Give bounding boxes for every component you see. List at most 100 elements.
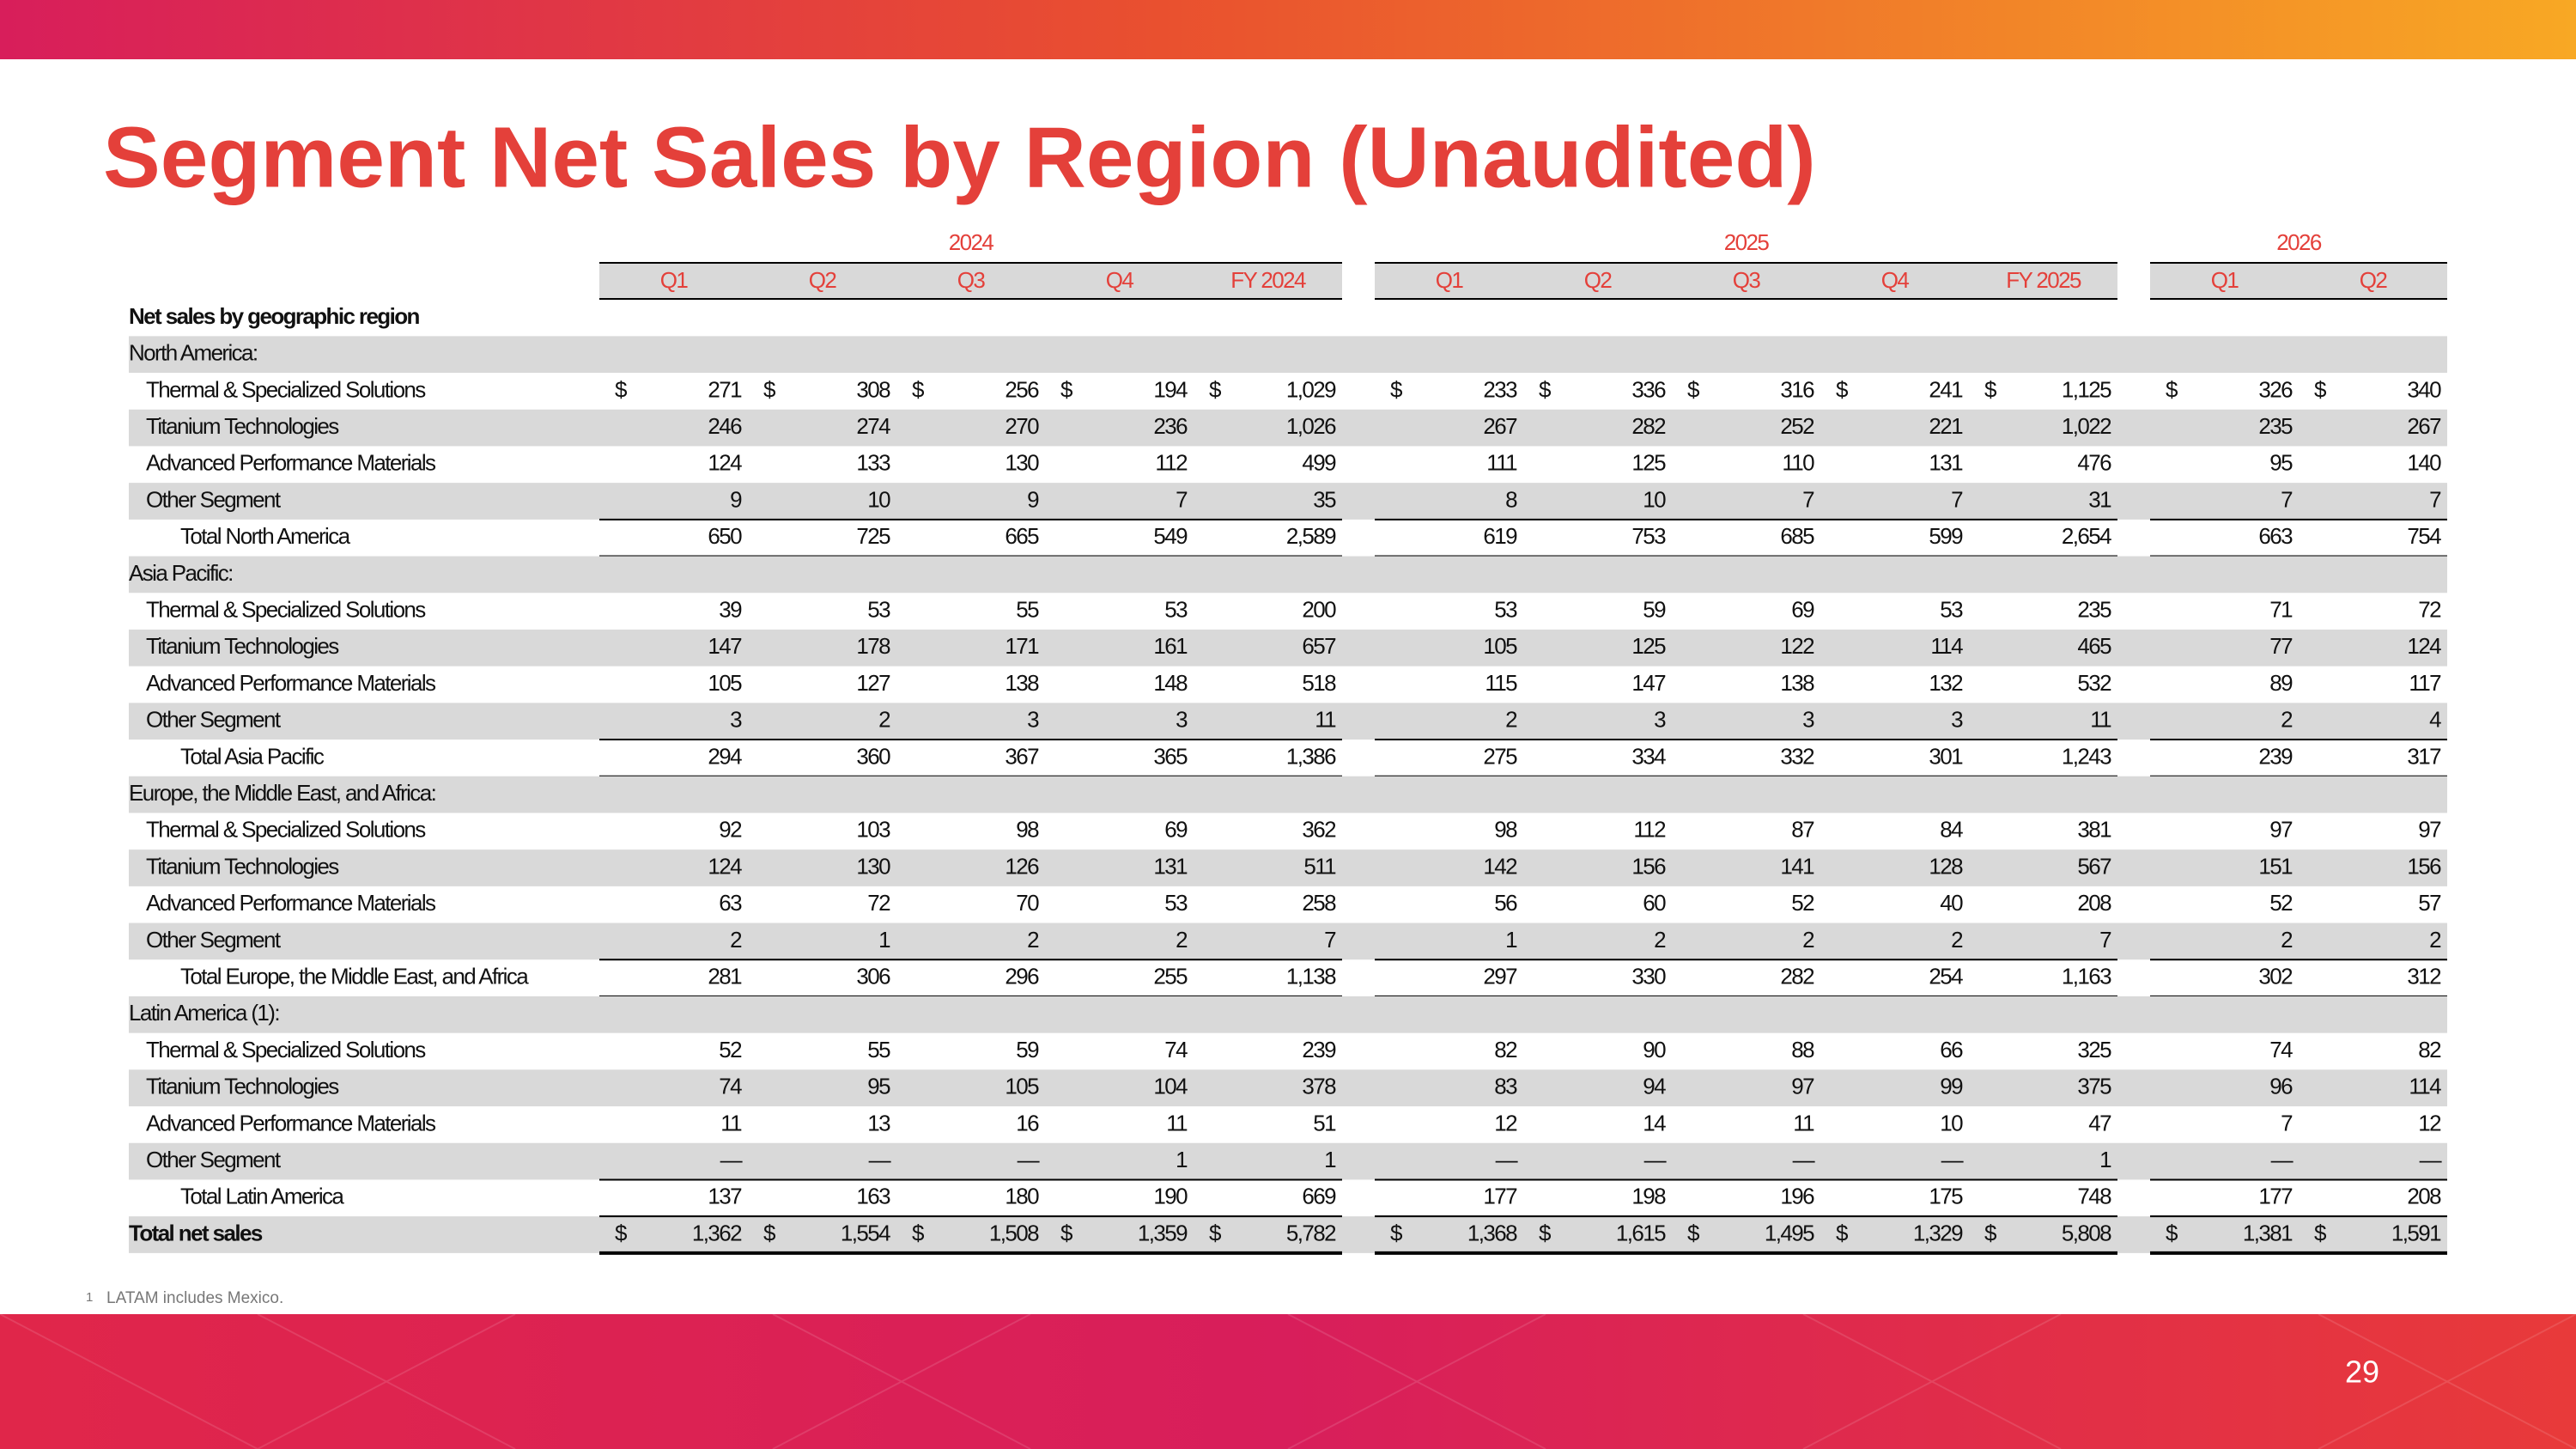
currency: $ xyxy=(1984,376,1997,402)
cell-value: 83 xyxy=(1494,1074,1517,1099)
currency: $ xyxy=(1060,1220,1073,1245)
cell-value: 3 xyxy=(1176,707,1188,733)
cell-value: 1,386 xyxy=(1286,743,1336,769)
cell-value: 7 xyxy=(1802,486,1814,512)
cell-value: 141 xyxy=(1780,853,1814,879)
cell-value: 340 xyxy=(2407,376,2441,402)
row-label: Titanium Technologies xyxy=(146,853,339,879)
cell-value: 69 xyxy=(1164,817,1188,843)
cell-value: 297 xyxy=(1483,963,1517,989)
row-shade xyxy=(129,995,2447,1033)
row-label: Thermal & Specialized Solutions xyxy=(146,1037,426,1062)
cell-value: 92 xyxy=(719,817,742,843)
cell-value: 362 xyxy=(1302,817,1336,843)
cell-value: 7 xyxy=(1324,927,1336,953)
cell-value: 156 xyxy=(1631,853,1666,879)
currency: $ xyxy=(1209,1220,1222,1245)
cell-value: 511 xyxy=(1303,853,1336,879)
currency: $ xyxy=(1539,1220,1552,1245)
cell-value: 180 xyxy=(1005,1184,1039,1209)
cell-value: 239 xyxy=(1302,1037,1336,1062)
cell-value: 685 xyxy=(1780,523,1814,549)
cell-value: 499 xyxy=(1302,450,1336,476)
cell-value: 52 xyxy=(2269,890,2293,916)
cell-value: 1,381 xyxy=(2243,1220,2293,1245)
row-shade xyxy=(129,409,2447,447)
row-label: Advanced Performance Materials xyxy=(146,450,436,476)
band-pattern xyxy=(0,1313,2576,1449)
cell-value: 256 xyxy=(1005,376,1039,402)
cell-value: 142 xyxy=(1483,853,1517,879)
cell-value: 316 xyxy=(1780,376,1814,402)
cell-value: 63 xyxy=(719,890,742,916)
currency: $ xyxy=(2314,1220,2327,1245)
cell-value: 72 xyxy=(2418,596,2441,622)
cell-value: 2 xyxy=(878,707,890,733)
cell-value: — xyxy=(2271,1147,2293,1172)
row-label: Total North America xyxy=(180,523,351,549)
cell-value: 1,125 xyxy=(2062,376,2111,402)
cell-value: 5,808 xyxy=(2062,1220,2111,1245)
row-label: Total Europe, the Middle East, and Afric… xyxy=(180,963,529,989)
cell-value: 90 xyxy=(1643,1037,1666,1062)
cell-value: 35 xyxy=(1313,486,1336,512)
cell-value: 51 xyxy=(1313,1110,1336,1135)
cell-value: 127 xyxy=(856,670,890,696)
cell-value: 137 xyxy=(708,1184,742,1209)
cell-value: 255 xyxy=(1153,963,1188,989)
cell-value: 57 xyxy=(2418,890,2441,916)
cell-value: 7 xyxy=(2429,486,2441,512)
cell-value: 97 xyxy=(2269,817,2293,843)
cell-value: 11 xyxy=(2090,707,2111,733)
cell-value: 1 xyxy=(1176,1147,1188,1172)
cell-value: 221 xyxy=(1929,413,1963,439)
currency: $ xyxy=(1687,376,1700,402)
row-label: Total net sales xyxy=(129,1220,263,1245)
header-shade xyxy=(599,263,1342,299)
cell-value: 177 xyxy=(2258,1184,2293,1209)
currency: $ xyxy=(615,376,628,402)
cell-value: 2 xyxy=(2429,927,2441,953)
cell-value: 657 xyxy=(1302,633,1336,659)
cell-value: 11 xyxy=(1793,1110,1814,1135)
cell-value: 163 xyxy=(856,1184,890,1209)
row-label: North America: xyxy=(129,340,258,366)
row-label: Advanced Performance Materials xyxy=(146,890,436,916)
cell-value: 1 xyxy=(1505,927,1517,953)
cell-value: 1,508 xyxy=(989,1220,1039,1245)
cell-value: 258 xyxy=(1302,890,1336,916)
cell-value: 241 xyxy=(1929,376,1963,402)
cell-value: 194 xyxy=(1153,376,1188,402)
cell-value: 1 xyxy=(878,927,890,953)
cell-value: 177 xyxy=(1483,1184,1517,1209)
cell-value: 2,589 xyxy=(1286,523,1336,549)
cell-value: 69 xyxy=(1791,596,1814,622)
currency: $ xyxy=(1539,376,1552,402)
cell-value: 1,591 xyxy=(2391,1220,2441,1245)
cell-value: 124 xyxy=(708,853,742,879)
cell-value: 124 xyxy=(708,450,742,476)
cell-value: 77 xyxy=(2269,633,2293,659)
cell-value: 282 xyxy=(1780,963,1814,989)
cell-value: 7 xyxy=(1951,486,1963,512)
cell-value: 9 xyxy=(730,486,742,512)
cell-value: 138 xyxy=(1005,670,1039,696)
cell-value: 1 xyxy=(2099,1147,2111,1172)
bottom-band xyxy=(0,1314,2576,1449)
cell-value: 1,163 xyxy=(2062,963,2111,989)
column-label: Q4 xyxy=(1106,267,1134,293)
cell-value: 235 xyxy=(2077,596,2111,622)
currency: $ xyxy=(763,376,776,402)
cell-value: 151 xyxy=(2258,853,2293,879)
row-label: Titanium Technologies xyxy=(146,633,339,659)
cell-value: 7 xyxy=(2281,1110,2293,1135)
cell-value: 208 xyxy=(2407,1184,2441,1209)
cell-value: 3 xyxy=(1802,707,1814,733)
cell-value: 16 xyxy=(1016,1110,1039,1135)
cell-value: 55 xyxy=(867,1037,890,1062)
cell-value: 59 xyxy=(1016,1037,1039,1062)
cell-value: 1,243 xyxy=(2062,743,2111,769)
row-label: Advanced Performance Materials xyxy=(146,1110,436,1135)
cell-value: 367 xyxy=(1005,743,1039,769)
